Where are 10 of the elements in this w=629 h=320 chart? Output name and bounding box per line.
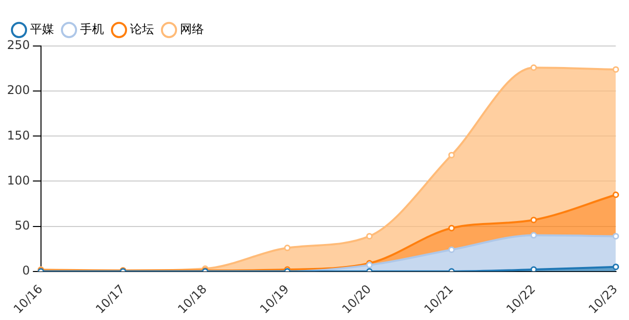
legend-label: 手机 [80, 22, 104, 36]
legend-label: 网络 [180, 22, 204, 36]
y-tick-label: 200 [7, 83, 30, 98]
y-tick-label: 50 [14, 218, 30, 232]
legend-label: 论坛 [130, 22, 154, 36]
y-tick-label: 250 [7, 38, 30, 52]
legend-label: 平媒 [30, 22, 54, 36]
y-tick-label: 100 [7, 173, 30, 188]
y-tick-label: 0 [22, 263, 30, 278]
y-tick-label: 150 [7, 128, 30, 142]
